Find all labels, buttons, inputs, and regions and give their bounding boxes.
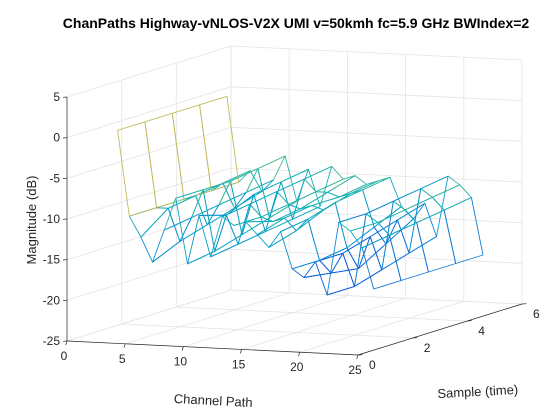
- grid-line: [66, 45, 232, 98]
- chart-title: ChanPaths Highway-vNLOS-V2X UMI v=50kmh …: [63, 15, 530, 31]
- mesh-face: [179, 204, 220, 242]
- mesh-face: [175, 189, 216, 265]
- grid-line: [230, 248, 523, 264]
- grid-line: [183, 295, 348, 347]
- mesh-face: [198, 214, 239, 258]
- grid-line: [230, 208, 523, 224]
- axis-grid: [66, 45, 523, 356]
- grid-line: [230, 45, 523, 61]
- x-axis-label: Channel Path: [174, 391, 253, 410]
- grid-line: [230, 167, 523, 183]
- x-tick-label: 20: [290, 360, 304, 374]
- mesh-face: [354, 200, 394, 287]
- grid-line: [66, 208, 232, 261]
- grid-line: [230, 289, 523, 305]
- z-tick-label: -5: [49, 171, 60, 185]
- grid-line: [230, 126, 523, 142]
- y-tick-label: 0: [369, 358, 376, 372]
- z-tick-label: -10: [43, 212, 61, 226]
- x-axis-line: [66, 340, 359, 356]
- mesh-face: [268, 218, 309, 248]
- grid-line: [66, 167, 232, 220]
- tick-labels: 0 5 10 15 20 25 0 2 4 6 -25 -20 -15 -10 -5 0 5: [43, 90, 540, 377]
- x-tick-mark: [181, 346, 184, 351]
- z-tick-label: 5: [53, 90, 60, 104]
- grid-line: [125, 292, 290, 345]
- mesh-face: [171, 104, 212, 200]
- x-tick-label: 0: [61, 349, 68, 363]
- mesh-face: [334, 189, 375, 249]
- grid-line: [241, 298, 406, 350]
- x-tick-label: 15: [232, 357, 246, 371]
- y-axis-label: Sample (time): [437, 382, 519, 401]
- x-tick-label: 10: [174, 355, 188, 369]
- grid-line: [121, 323, 413, 339]
- y-axis-line: [357, 303, 523, 356]
- grid-line: [299, 300, 464, 353]
- mesh-face: [362, 176, 402, 228]
- grid-line: [230, 86, 523, 102]
- x-tick-mark: [123, 343, 126, 348]
- grid-line: [66, 86, 232, 139]
- z-tick-label: -25: [43, 334, 61, 348]
- mesh-face: [117, 121, 158, 217]
- mesh-face: [128, 207, 169, 238]
- grid-line: [176, 306, 468, 322]
- x-tick-mark: [356, 354, 359, 360]
- axis-box: [62, 96, 527, 360]
- mesh-face: [199, 95, 240, 192]
- x-tick-label: 25: [348, 363, 362, 377]
- mesh-face: [303, 252, 344, 278]
- mesh-face: [342, 236, 383, 287]
- y-tick-label: 2: [424, 341, 431, 355]
- grid-line: [66, 248, 232, 301]
- x-tick-mark: [239, 349, 242, 354]
- mesh-face: [257, 155, 298, 219]
- mesh-face: [144, 112, 185, 209]
- grid-line: [66, 289, 232, 342]
- z-tick-label: -20: [43, 293, 61, 307]
- x-tick-mark: [65, 340, 68, 346]
- y-tick-label: 4: [478, 324, 485, 338]
- x-tick-mark: [298, 352, 301, 357]
- mesh-face: [369, 219, 410, 271]
- y-tick-label: 6: [533, 307, 540, 321]
- mesh-face: [307, 202, 348, 261]
- z-tick-label: -15: [43, 253, 61, 267]
- x-tick-label: 5: [119, 352, 126, 366]
- mesh-face: [349, 222, 390, 249]
- z-tick-label: 0: [53, 131, 60, 145]
- mesh-surface: [117, 95, 484, 296]
- mesh-face: [315, 175, 356, 193]
- z-axis-label: Magnitude (dB): [24, 176, 39, 265]
